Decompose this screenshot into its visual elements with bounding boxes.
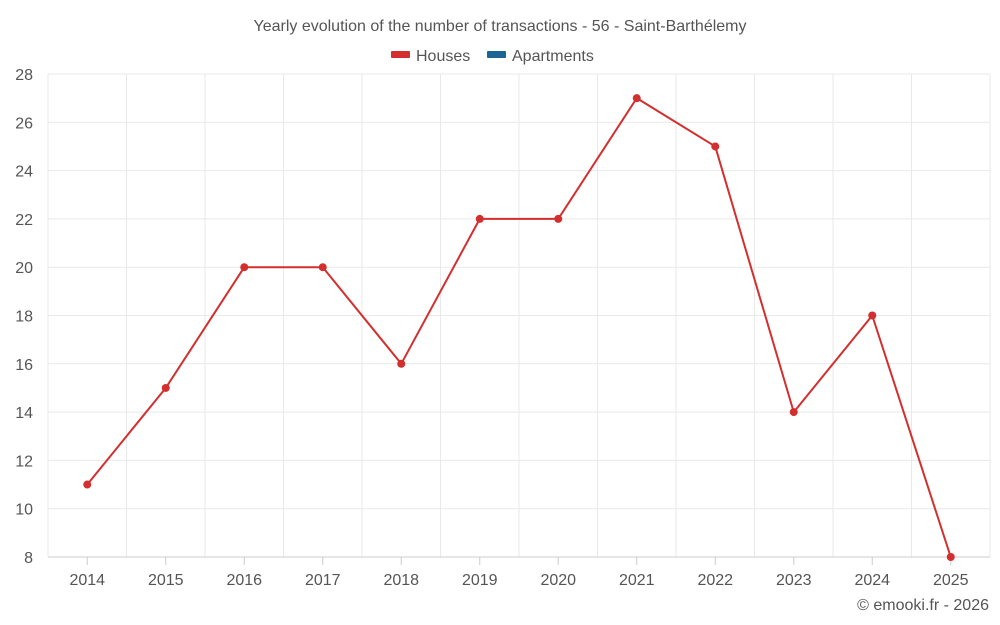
y-tick-label: 16 (15, 357, 33, 374)
data-point-houses[interactable] (318, 263, 327, 272)
y-tick-label: 24 (15, 164, 33, 181)
y-tick-label: 10 (15, 502, 33, 519)
x-tick-label: 2020 (540, 572, 576, 589)
y-tick-label: 20 (15, 260, 33, 277)
x-tick-label: 2018 (383, 572, 419, 589)
y-tick-label: 14 (15, 405, 33, 422)
data-point-houses[interactable] (711, 142, 720, 151)
x-tick-label: 2015 (148, 572, 184, 589)
x-tick-label: 2022 (697, 572, 733, 589)
y-tick-label: 28 (15, 67, 33, 84)
data-point-houses[interactable] (554, 214, 563, 223)
x-tick-label: 2021 (619, 572, 655, 589)
x-axis-ticks: 2014 2015 2016 2017 2018 2019 2020 2021 2022 2023… (69, 557, 969, 589)
grid (47, 73, 991, 558)
legend-item-houses[interactable]: Houses (391, 48, 470, 65)
legend[interactable]: Houses Apartments (391, 48, 594, 65)
data-point-houses[interactable] (632, 94, 641, 103)
x-tick-label: 2025 (933, 572, 969, 589)
y-tick-label: 8 (24, 550, 33, 567)
x-tick-label: 2023 (776, 572, 812, 589)
data-point-houses[interactable] (83, 480, 92, 489)
y-tick-label: 22 (15, 212, 33, 229)
x-tick-label: 2019 (462, 572, 498, 589)
chart-title: Yearly evolution of the number of transa… (254, 18, 747, 35)
series-houses (83, 94, 955, 561)
x-tick-label: 2017 (305, 572, 341, 589)
data-point-houses[interactable] (240, 263, 249, 272)
x-tick-label: 2014 (69, 572, 105, 589)
data-point-houses[interactable] (868, 311, 877, 320)
credit-text[interactable]: © emooki.fr - 2026 (857, 597, 989, 614)
legend-item-apartments[interactable]: Apartments (487, 48, 594, 65)
series-line-houses (86, 97, 952, 558)
data-point-houses[interactable] (475, 214, 484, 223)
data-point-houses[interactable] (161, 383, 170, 392)
legend-label-apartments: Apartments (512, 48, 594, 65)
y-axis-ticks: 8 10 12 14 16 18 20 22 24 26 28 (15, 67, 33, 567)
x-tick-label: 2016 (226, 572, 262, 589)
data-point-houses[interactable] (789, 408, 798, 417)
x-tick-label: 2024 (854, 572, 890, 589)
y-tick-label: 18 (15, 309, 33, 326)
y-tick-label: 26 (15, 115, 33, 132)
legend-swatch-apartments (487, 51, 506, 58)
legend-label-houses: Houses (416, 48, 470, 65)
data-point-houses[interactable] (397, 359, 406, 368)
y-tick-label: 12 (15, 453, 33, 470)
data-point-houses[interactable] (946, 553, 955, 561)
legend-swatch-houses (391, 51, 410, 58)
